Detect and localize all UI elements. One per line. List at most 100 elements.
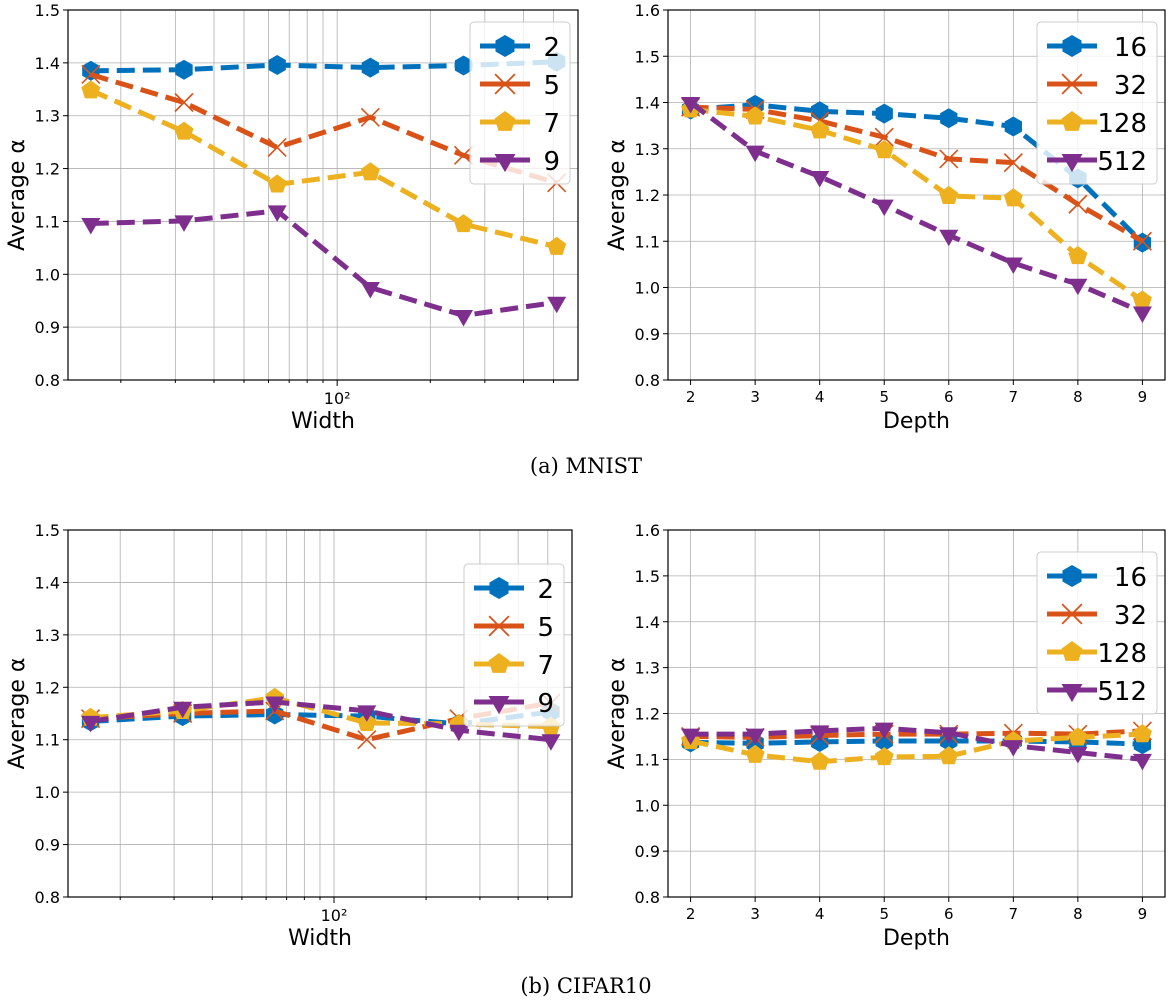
- data-point: [81, 218, 101, 235]
- data-point: [1132, 290, 1152, 309]
- data-point: [874, 127, 894, 147]
- series-line: [690, 731, 1143, 765]
- series-line: [690, 106, 1144, 303]
- y-tick-label: 1.3: [35, 626, 60, 645]
- data-point: [874, 722, 894, 740]
- legend-label: 16: [1114, 563, 1147, 593]
- data-point: [1068, 278, 1088, 296]
- x-tick-label: 4: [815, 905, 825, 923]
- subplot-0: 10² 0.8 0.9 1.0 1.1 1.2 1.3 1.4 1.5 Width Average …: [5, 1, 579, 434]
- series-128: [681, 99, 1152, 309]
- legend-label: 9: [543, 147, 560, 177]
- series-line: [90, 208, 558, 319]
- legend-marker: [1062, 35, 1082, 57]
- x-tick-label: 2: [686, 388, 696, 406]
- x-axis-label: Depth: [883, 409, 950, 434]
- y-tick-label: 1.3: [635, 140, 660, 159]
- y-tick-label: 0.9: [635, 325, 660, 344]
- data-point: [174, 92, 194, 113]
- y-tick-label: 1.5: [35, 521, 60, 540]
- legend-marker: [1061, 153, 1083, 173]
- data-point: [1003, 257, 1023, 274]
- data-point: [360, 282, 380, 299]
- subplot-1: 2 3 4 5 6 7 8 9 0.8 0.9 1.0 1.1 1.2 1.3 1.4 1.5 1.6 Depth…: [605, 1, 1166, 434]
- x-tick-label: 10²: [321, 906, 348, 925]
- data-point: [81, 64, 101, 85]
- legend-marker: [488, 653, 510, 673]
- data-point: [745, 728, 765, 746]
- y-axis-label: Average α: [5, 658, 30, 770]
- x-tick-label: 8: [1073, 388, 1083, 406]
- y-tick-label: 1.3: [635, 659, 660, 678]
- data-point: [811, 101, 829, 122]
- legend-label: 512: [1097, 677, 1147, 707]
- data-point: [939, 229, 959, 247]
- x-tick-label: 6: [944, 905, 954, 923]
- data-point: [745, 744, 765, 763]
- data-point: [547, 296, 567, 314]
- y-tick-label: 0.9: [35, 318, 60, 337]
- data-point: [449, 724, 469, 742]
- caption-a: (a) MNIST: [530, 454, 642, 478]
- data-point: [745, 145, 765, 163]
- legend-marker: [495, 35, 515, 57]
- data-point: [265, 696, 285, 713]
- data-point: [939, 746, 959, 765]
- y-tick-label: 0.8: [635, 888, 660, 907]
- legend-marker: [1061, 683, 1083, 703]
- x-tick-label: 2: [686, 905, 696, 923]
- data-point: [874, 140, 894, 159]
- x-tick-label: 5: [879, 388, 889, 406]
- y-tick-label: 1.6: [635, 1, 660, 20]
- legend-marker: [1061, 73, 1083, 95]
- axes-frame: [67, 529, 573, 898]
- legend-marker: [489, 577, 509, 599]
- data-point: [541, 734, 561, 751]
- legend-label: 32: [1114, 601, 1147, 631]
- x-tick-label: 8: [1073, 905, 1083, 923]
- series-line: [690, 728, 1143, 740]
- legend-label: 5: [537, 613, 554, 643]
- axes-frame: [667, 9, 1166, 381]
- y-tick-label: 1.4: [635, 613, 660, 632]
- data-point: [874, 199, 894, 217]
- subplot-3: 2 3 4 5 6 7 8 9 0.8 0.9 1.0 1.1 1.2 1.3 1.4 1.5 1.6 Depth…: [605, 521, 1166, 951]
- data-point: [1068, 194, 1088, 214]
- legend-label: 512: [1097, 147, 1147, 177]
- x-tick-label: 3: [750, 905, 760, 923]
- legend: 2 5 7 9: [463, 563, 565, 727]
- y-axis-label: Average α: [605, 139, 630, 251]
- data-point: [940, 108, 958, 129]
- y-tick-label: 0.8: [35, 371, 60, 390]
- legend-marker: [494, 111, 516, 131]
- data-point: [174, 215, 194, 232]
- legend-label: 128: [1097, 109, 1147, 139]
- legend-marker: [1061, 641, 1083, 661]
- series-7: [81, 80, 567, 255]
- y-tick-label: 1.4: [635, 94, 660, 113]
- y-tick-label: 1.2: [635, 186, 660, 205]
- y-tick-label: 1.5: [35, 1, 60, 20]
- axes-frame: [67, 9, 579, 381]
- data-point: [361, 57, 380, 78]
- legend-label: 7: [537, 651, 554, 681]
- data-point: [875, 103, 893, 124]
- legend-marker: [494, 73, 516, 95]
- x-tick-label: 7: [1009, 388, 1019, 406]
- series-512: [681, 722, 1152, 771]
- x-axis-label: Width: [291, 409, 355, 434]
- legend-marker: [1062, 565, 1082, 587]
- series-line: [689, 100, 1144, 315]
- data-point: [81, 80, 101, 99]
- data-point: [939, 727, 959, 744]
- y-tick-label: 0.9: [35, 836, 60, 855]
- series-9: [81, 205, 567, 327]
- data-point: [268, 54, 286, 75]
- series-line: [690, 725, 1143, 762]
- legend-box: [1036, 21, 1158, 185]
- data-point: [267, 205, 287, 222]
- data-point: [810, 120, 830, 139]
- legend: 16 32 128 512: [1036, 551, 1158, 715]
- subplot-2: 10² 0.8 0.9 1.0 1.1 1.2 1.3 1.4 1.5 Width Average …: [5, 521, 573, 951]
